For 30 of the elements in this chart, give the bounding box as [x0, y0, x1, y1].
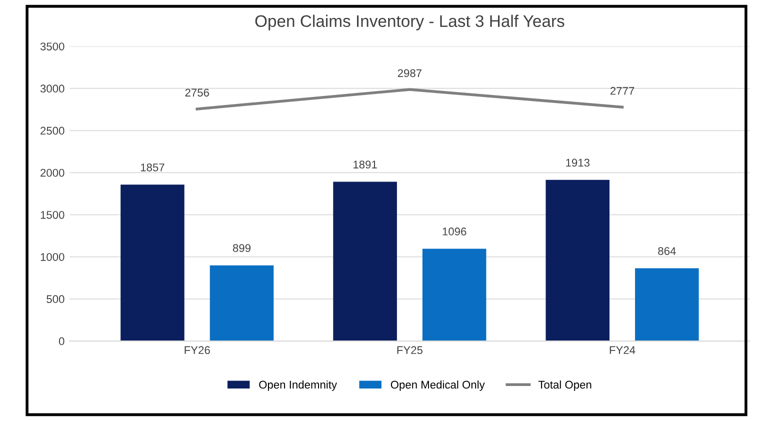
x-tick-label: FY25 — [397, 346, 423, 354]
data-label: 899 — [232, 244, 250, 252]
bar — [635, 268, 699, 342]
x-tick-label: FY24 — [610, 346, 636, 354]
data-label: 2756 — [185, 88, 209, 97]
y-tick-label: 1500 — [40, 210, 64, 219]
x-tick-label: FY26 — [184, 346, 210, 354]
legend-label: Total Open — [538, 380, 592, 391]
data-label: 2777 — [610, 86, 634, 95]
y-tick-label: 0 — [58, 337, 64, 346]
data-label: 1913 — [566, 158, 590, 167]
bar — [546, 180, 610, 342]
bar — [210, 265, 274, 342]
y-tick-label: 2500 — [40, 126, 64, 135]
bar — [422, 248, 486, 342]
data-label: 1891 — [354, 160, 377, 168]
y-tick-label: 3000 — [40, 84, 64, 93]
legend-label: Open Medical Only — [390, 380, 485, 391]
data-label: 2987 — [398, 69, 422, 78]
y-tick-label: 2000 — [40, 168, 64, 177]
y-tick-label: 500 — [46, 295, 64, 304]
bar — [120, 184, 184, 342]
legend-label: Open Indemnity — [259, 380, 338, 391]
y-tick-label: 3500 — [40, 42, 64, 50]
data-label: 1857 — [140, 163, 164, 172]
data-label: 864 — [658, 247, 676, 255]
data-label: 1096 — [442, 228, 466, 236]
bar — [333, 182, 397, 342]
chart-title: Open Claims Inventory - Last 3 Half Years — [255, 14, 564, 30]
y-tick-label: 1000 — [40, 253, 64, 261]
